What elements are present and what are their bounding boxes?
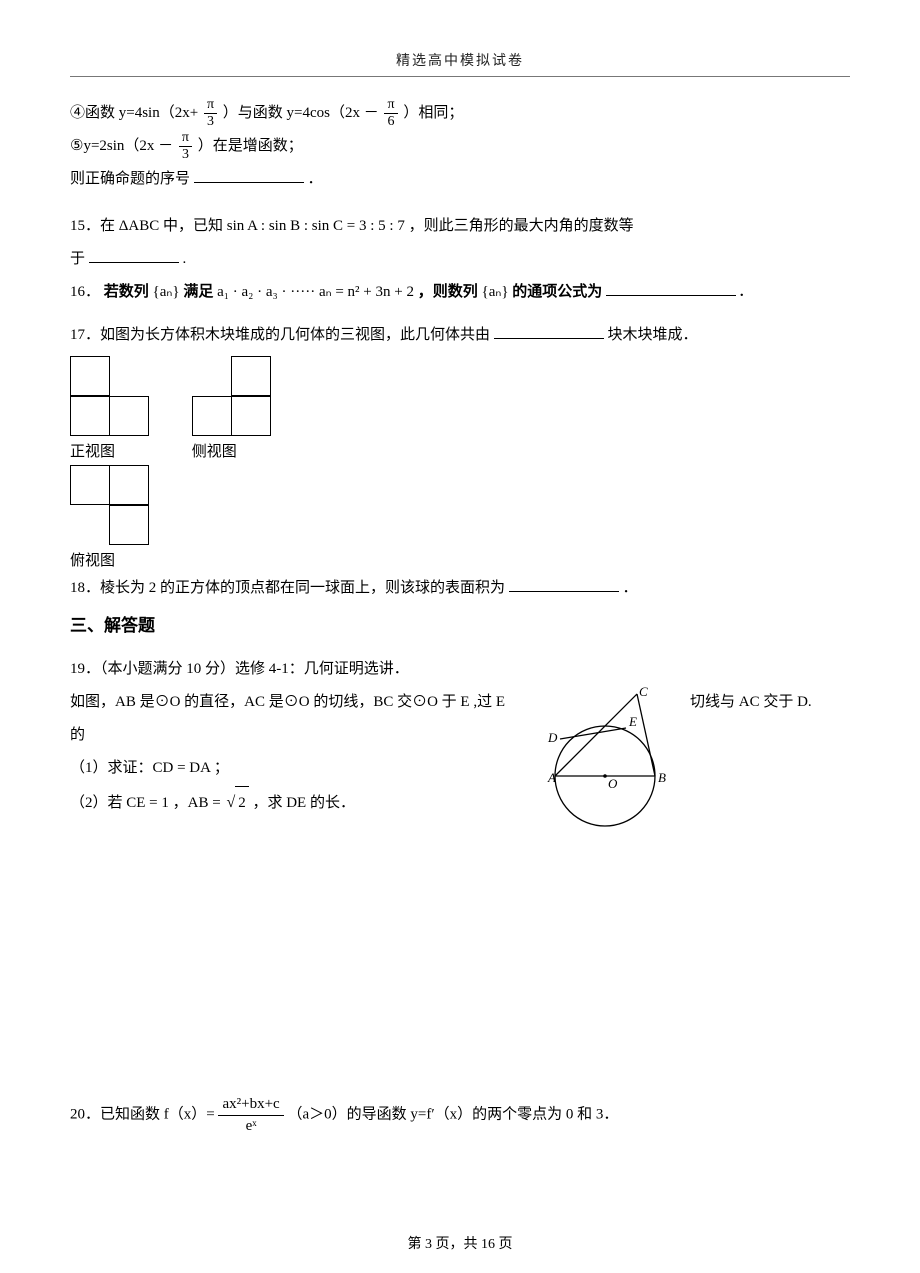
q14-4-mid: ）与函数 y=4cos（2x － (223, 105, 379, 121)
label-O: O (608, 776, 618, 791)
side-view: 侧视图 (192, 356, 270, 461)
q19-part2-post: ，求 DE 的长． (252, 795, 355, 811)
q19-figure: A B C D E O (530, 686, 690, 836)
q20-suffix: （a＞0）的导函数 y=f′（x）的两个零点为 0 和 3． (287, 1106, 618, 1122)
q16-bold1: 若数列 (104, 284, 149, 300)
blank-fill[interactable] (509, 576, 619, 592)
q14-period: ． (308, 171, 323, 187)
frac-num: π (179, 131, 192, 147)
top-view: 俯视图 (70, 465, 148, 570)
label-B: B (658, 770, 666, 785)
q16-seq2: {aₙ} (482, 284, 509, 300)
q18: 18．棱长为 2 的正方体的顶点都在同一球面上，则该球的表面积为 ． (70, 572, 850, 605)
q14-frac1: π 3 (204, 98, 217, 129)
q16-bold3: ，则数列 (418, 284, 478, 300)
frac-num: π (204, 98, 217, 114)
front-view: 正视图 (70, 356, 148, 461)
page-footer: 第 3 页，共 16 页 (0, 1233, 920, 1253)
q16-bold4: 的通项公式为 (512, 284, 606, 300)
q19-body: 如图，AB 是⊙O 的直径，AC 是⊙O 的切线，BC 交⊙O 于 E ,过 E… (70, 686, 850, 836)
q14-frac3: π 3 (179, 131, 192, 162)
frac-den: eˣ (218, 1116, 283, 1135)
q19-line1a: 如图，AB 是⊙O 的直径，AC 是⊙O 的切线，BC 交⊙O 于 E ,过 E… (70, 694, 505, 743)
q14-5-suffix: ）在是增函数； (198, 138, 303, 154)
q17-text: 17．如图为长方体积木块堆成的几何体的三视图，此几何体共由 块木块堆成． (70, 319, 850, 352)
frac-den: 3 (179, 147, 192, 162)
sqrt-icon: 2 (224, 785, 248, 820)
q14-tail-text: 则正确命题的序号 (70, 171, 190, 187)
frac-den: 6 (384, 114, 397, 129)
section-3-title: 三、解答题 (70, 611, 850, 636)
q16-period: . (740, 284, 744, 300)
q19-line1: 如图，AB 是⊙O 的直径，AC 是⊙O 的切线，BC 交⊙O 于 E ,过 E… (70, 686, 520, 752)
front-view-label: 正视图 (70, 440, 148, 461)
q14-5-prefix: ⑤y=2sin（2x － (70, 138, 173, 154)
q14-4-suffix: ）相同； (403, 105, 463, 121)
three-views: 正视图 侧视图 (70, 356, 850, 461)
blank-fill[interactable] (494, 323, 604, 339)
q15-continue: 于 (70, 251, 85, 267)
q14-line5: ⑤y=2sin（2x － π 3 ）在是增函数； (70, 130, 850, 163)
blank-fill[interactable] (606, 280, 736, 296)
q20: 20．已知函数 f（x）= ax²+bx+c eˣ （a＞0）的导函数 y=f′… (70, 1096, 850, 1134)
q16-seq: {aₙ} (153, 284, 180, 300)
q18-period: ． (623, 580, 638, 596)
q18-text: 18．棱长为 2 的正方体的顶点都在同一球面上，则该球的表面积为 (70, 580, 505, 596)
q19-part2-pre: （2）若 CE = 1 ，AB = (70, 795, 224, 811)
side-view-label: 侧视图 (192, 440, 270, 461)
q15-line1: 15．在 ΔABC 中，已知 sin A : sin B : sin C = 3… (70, 210, 850, 243)
top-view-block: 俯视图 (70, 465, 850, 570)
label-D: D (547, 730, 558, 745)
label-C: C (639, 686, 648, 699)
q17-suffix: 块木块堆成． (608, 327, 698, 343)
top-view-label: 俯视图 (70, 549, 148, 570)
q14-line4: ④函数 y=4sin（2x+ π 3 ）与函数 y=4cos（2x － π 6 … (70, 97, 850, 130)
frac-den: 3 (204, 114, 217, 129)
q14-4-prefix: ④函数 y=4sin（2x+ (70, 105, 198, 121)
frac-num: π (384, 98, 397, 114)
q19-line1b: 切线与 AC 交于 D. (690, 686, 850, 719)
blank-fill[interactable] (194, 167, 304, 183)
q15-line2: 于 . (70, 243, 850, 276)
page-header: 精选高中模拟试卷 (70, 50, 850, 77)
q15-period: . (183, 251, 187, 267)
q16-expr: a₁ · a₂ · a₃ · ····· aₙ = n² + 3n + 2 (217, 284, 418, 300)
label-A: A (547, 770, 556, 785)
q20-prefix: 20．已知函数 f（x）= (70, 1106, 215, 1122)
blank-fill[interactable] (89, 247, 179, 263)
q16-bold2: 满足 (183, 284, 217, 300)
q17-prefix: 17．如图为长方体积木块堆成的几何体的三视图，此几何体共由 (70, 327, 490, 343)
q19-part1: （1）求证：CD = DA ； (70, 752, 520, 785)
q16: 16． 若数列 {aₙ} 满足 a₁ · a₂ · a₃ · ····· aₙ … (70, 276, 850, 309)
q19-head: 19．（本小题满分 10 分）选修 4-1：几何证明选讲． (70, 653, 850, 686)
label-E: E (628, 714, 637, 729)
q14-frac2: π 6 (384, 98, 397, 129)
q20-frac: ax²+bx+c eˣ (218, 1096, 283, 1134)
frac-num: ax²+bx+c (218, 1096, 283, 1116)
q19-part2: （2）若 CE = 1 ，AB = 2 ，求 DE 的长． (70, 785, 520, 820)
sqrt-radicand: 2 (235, 786, 249, 820)
q14-tail: 则正确命题的序号 ． (70, 163, 850, 196)
q16-num: 16． (70, 284, 100, 300)
